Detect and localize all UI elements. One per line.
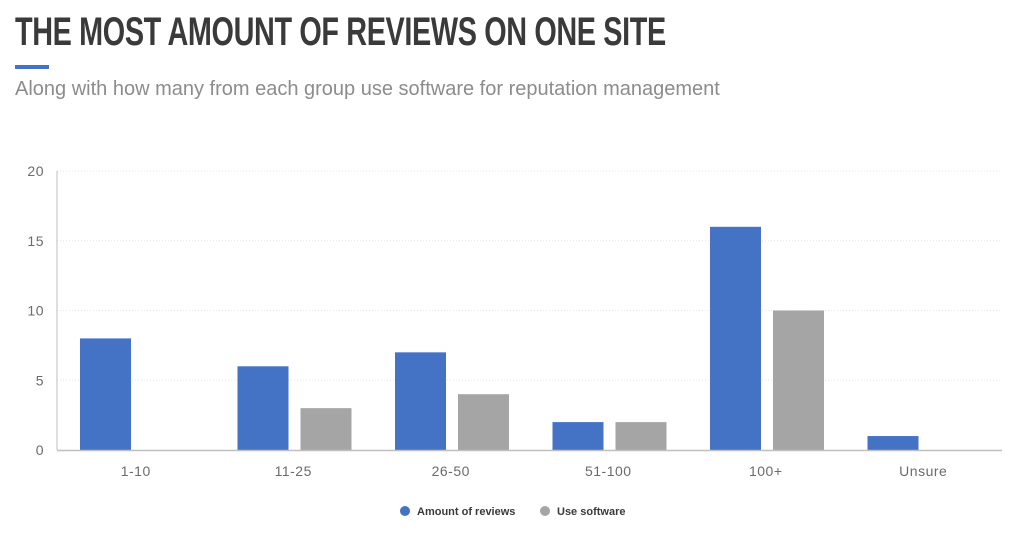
bar-amount-of-reviews-0 (80, 338, 131, 450)
title-accent-bar (15, 65, 49, 69)
legend-swatch (400, 506, 410, 516)
bar-amount-of-reviews-2 (395, 352, 446, 450)
bar-use-software-3 (615, 422, 667, 450)
x-tick-label: Unsure (899, 463, 947, 479)
y-tick-label: 10 (27, 303, 44, 319)
legend-item[interactable]: Amount of reviews (400, 506, 515, 518)
bar-amount-of-reviews-5 (867, 436, 919, 450)
legend: Amount of reviews Use software (400, 506, 625, 518)
x-tick-label: 100+ (749, 463, 783, 479)
legend-label: Use software (557, 506, 625, 518)
x-tick-label: 26-50 (432, 463, 470, 479)
bar-use-software-2 (458, 394, 509, 450)
bar-amount-of-reviews-3 (552, 422, 604, 450)
bar-use-software-4 (773, 310, 824, 450)
legend-swatch (540, 506, 550, 516)
legend-item[interactable]: Use software (540, 506, 625, 518)
gridlines (57, 170, 1002, 381)
axes (56, 171, 1002, 452)
bar-amount-of-reviews-1 (237, 366, 289, 450)
chart-title: THE MOST AMOUNT OF REVIEWS ON ONE SITE (15, 10, 666, 54)
bar-amount-of-reviews-4 (710, 226, 761, 450)
chart-subtitle: Along with how many from each group use … (15, 78, 720, 100)
legend-label: Amount of reviews (417, 506, 515, 518)
y-tick-label: 15 (27, 233, 44, 249)
x-tick-label: 51-100 (585, 463, 632, 479)
y-tick-label: 5 (36, 372, 44, 388)
y-tick-label: 0 (36, 442, 44, 458)
y-axis-ticks: 0 5 10 15 20 (27, 163, 44, 458)
bar-use-software-1 (300, 408, 352, 450)
y-tick-label: 20 (27, 163, 44, 179)
x-tick-label: 11-25 (275, 463, 312, 479)
x-tick-label: 1-10 (121, 463, 151, 479)
x-axis-ticks: 1-10 11-25 26-50 51-100 100+ Unsure (121, 463, 947, 479)
bars (80, 226, 919, 450)
